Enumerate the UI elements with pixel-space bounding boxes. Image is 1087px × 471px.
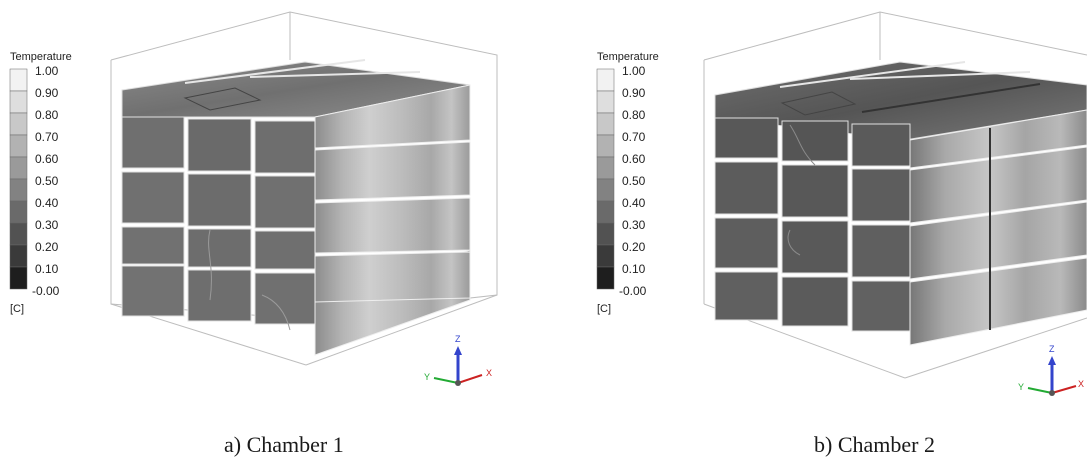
legend-tick: 0.30 xyxy=(622,218,646,232)
axis-label-x: X xyxy=(486,368,492,378)
legend-tick: 0.90 xyxy=(35,86,59,100)
legend-a: Temperature 1.00 0.90 0.80 0.70 0.60 0.5… xyxy=(9,51,72,315)
axis-label-y: Y xyxy=(424,372,430,382)
legend-tick: 0.80 xyxy=(35,108,59,122)
legend-tick: 0.50 xyxy=(622,174,646,188)
legend-title: Temperature xyxy=(10,51,72,63)
front-face xyxy=(714,117,911,332)
legend-b: Temperature 1.00 0.90 0.80 0.70 0.60 0.5… xyxy=(596,51,659,315)
legend-tick: 0.80 xyxy=(622,108,646,122)
side-face xyxy=(909,109,1087,346)
figure-a: Temperature 1.00 0.90 0.80 0.70 0.60 0.5… xyxy=(9,11,498,457)
legend-tick: 0.60 xyxy=(35,152,59,166)
axis-label-x: X xyxy=(1078,379,1084,389)
legend-colorbar xyxy=(9,68,28,290)
legend-unit: [C] xyxy=(10,303,24,315)
legend-tick: 0.50 xyxy=(35,174,59,188)
legend-tick: -0.00 xyxy=(619,284,647,298)
legend-tick: 0.10 xyxy=(35,262,59,276)
legend-tick: 0.60 xyxy=(622,152,646,166)
legend-tick: 1.00 xyxy=(622,64,646,78)
legend-title: Temperature xyxy=(597,51,659,63)
legend-tick: 1.00 xyxy=(35,64,59,78)
caption-b: b) Chamber 2 xyxy=(814,432,935,457)
axis-label-y: Y xyxy=(1018,382,1024,392)
legend-tick: 0.20 xyxy=(35,240,59,254)
legend-unit: [C] xyxy=(597,303,611,315)
axis-label-z: Z xyxy=(1049,344,1055,354)
caption-a: a) Chamber 1 xyxy=(224,432,344,457)
bounding-box xyxy=(703,11,1087,379)
legend-colorbar xyxy=(596,68,615,290)
temperature-block-a xyxy=(121,59,471,356)
legend-tick: 0.70 xyxy=(622,130,646,144)
legend-tick: 0.20 xyxy=(622,240,646,254)
axis-triad-b: Z X Y xyxy=(1018,344,1084,396)
legend-tick: 0.90 xyxy=(622,86,646,100)
legend-tick: 0.40 xyxy=(35,196,59,210)
legend-tick: 0.30 xyxy=(35,218,59,232)
figure-b: Temperature 1.00 0.90 0.80 0.70 0.60 0.5… xyxy=(596,11,1087,457)
legend-tick: 0.40 xyxy=(622,196,646,210)
legend-tick: 0.10 xyxy=(622,262,646,276)
axis-triad-a: Z X Y xyxy=(424,334,492,386)
legend-tick: -0.00 xyxy=(32,284,60,298)
axis-label-z: Z xyxy=(455,334,461,344)
side-face xyxy=(314,84,471,356)
front-face xyxy=(121,116,316,331)
temperature-block-b xyxy=(714,61,1087,346)
legend-tick: 0.70 xyxy=(35,130,59,144)
